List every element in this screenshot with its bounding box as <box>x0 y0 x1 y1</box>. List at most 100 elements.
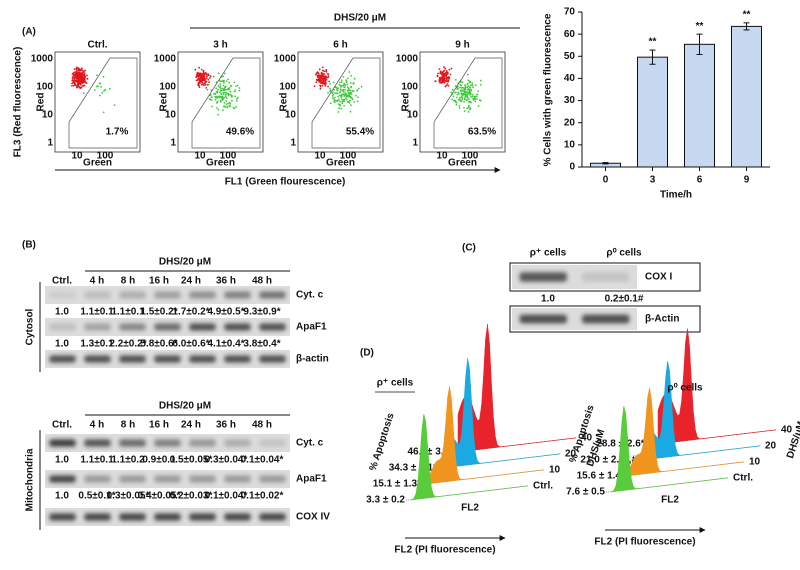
event-dot <box>319 78 322 81</box>
lane-label: Ctrl. <box>52 420 72 431</box>
event-dot <box>229 93 231 96</box>
event-dot <box>77 67 80 69</box>
event-dot <box>351 98 354 101</box>
y-channel-label: Red <box>279 93 290 112</box>
event-dot <box>345 79 347 82</box>
event-dot <box>224 106 227 108</box>
blot-band <box>189 355 216 363</box>
blot-band <box>154 475 181 483</box>
event-dot <box>351 90 354 92</box>
event-dot <box>206 84 209 86</box>
blot-background <box>512 308 637 330</box>
event-dot <box>325 70 328 73</box>
event-dot <box>229 90 232 93</box>
histogram <box>657 328 777 445</box>
event-dot <box>199 80 202 83</box>
event-dot <box>75 73 78 76</box>
event-dot <box>471 95 474 98</box>
event-dot <box>197 76 200 78</box>
event-dot <box>442 79 444 82</box>
event-dot <box>206 74 208 76</box>
event-dot <box>341 98 344 101</box>
event-dot <box>455 101 458 104</box>
event-dot <box>205 80 208 83</box>
event-dot <box>217 88 220 91</box>
event-dot <box>73 81 75 84</box>
treatment-label: DHS/20 μM <box>159 257 211 268</box>
event-dot <box>349 99 351 102</box>
event-dot <box>453 99 455 102</box>
y-tick-label: 1000 <box>154 54 177 65</box>
event-dot <box>467 105 470 107</box>
event-dot <box>460 92 463 94</box>
blot-band <box>259 291 286 299</box>
event-dot <box>83 72 86 75</box>
dose-label: 20 <box>565 448 577 459</box>
y-axis-label: FL3 (Red fluorescence) <box>13 47 24 158</box>
event-dot <box>202 76 205 79</box>
y-tick-label: 1 <box>412 138 418 149</box>
event-dot <box>82 76 85 79</box>
x-axis-label: FL2 (PI fluorescence) <box>394 545 495 556</box>
x-tick-label: 0 <box>603 175 609 186</box>
x-tick-label: 3 <box>650 175 656 186</box>
lane-label: 8 h <box>121 276 135 287</box>
event-dot <box>462 94 464 97</box>
event-dot <box>73 84 75 87</box>
event-dot <box>83 81 86 83</box>
event-dot <box>451 98 454 101</box>
event-dot <box>346 77 349 80</box>
event-dot <box>470 96 472 98</box>
event-dot <box>474 95 477 98</box>
event-dot <box>321 66 324 69</box>
event-dot <box>236 100 238 102</box>
event-dot <box>321 84 324 87</box>
lane-label: 48 h <box>252 276 272 287</box>
event-dot <box>467 96 469 99</box>
lane-label: 24 h <box>181 276 201 287</box>
event-dot <box>333 88 335 91</box>
event-dot <box>471 93 474 96</box>
y-tick-label: 10 <box>42 110 54 121</box>
event-dot <box>451 88 454 91</box>
event-dot <box>80 76 83 78</box>
event-dot <box>201 78 204 81</box>
event-dot <box>338 81 341 84</box>
event-dot <box>209 77 211 79</box>
event-dot <box>459 89 462 92</box>
x-tick-label: 10 <box>194 151 206 162</box>
event-dot <box>468 81 471 84</box>
lane-label: 48 h <box>252 420 272 431</box>
event-dot <box>73 68 76 70</box>
event-dot <box>79 81 82 83</box>
event-dot <box>72 79 74 82</box>
y-channel-label: Red <box>401 93 412 112</box>
compartment-label: Mitochondria <box>25 448 36 511</box>
event-dot <box>223 81 225 84</box>
event-dot <box>354 94 357 97</box>
significance-label: ** <box>696 21 704 32</box>
protein-label: Cyt. c <box>296 290 324 301</box>
blot-band <box>224 323 251 331</box>
event-dot <box>444 80 446 82</box>
event-dot <box>219 91 222 94</box>
event-dot <box>222 105 225 108</box>
dose-label: 10 <box>549 464 561 475</box>
event-dot <box>102 75 105 78</box>
gate-percent: 49.6% <box>226 127 254 138</box>
event-dot <box>440 78 443 81</box>
event-dot <box>357 87 360 90</box>
event-dot <box>336 89 339 92</box>
event-dot <box>344 84 347 87</box>
event-dot <box>212 75 215 78</box>
apoptosis-value: 7.6 ± 0.5 <box>566 487 605 498</box>
event-dot <box>462 86 465 89</box>
y-tick-label: 70 <box>564 7 576 18</box>
quant-value: 1.1±0.1 <box>111 307 145 318</box>
event-dot <box>346 86 349 89</box>
x-tick-label: 10 <box>314 151 326 162</box>
event-dot <box>235 106 238 108</box>
event-dot <box>198 66 201 69</box>
event-dot <box>223 72 226 75</box>
